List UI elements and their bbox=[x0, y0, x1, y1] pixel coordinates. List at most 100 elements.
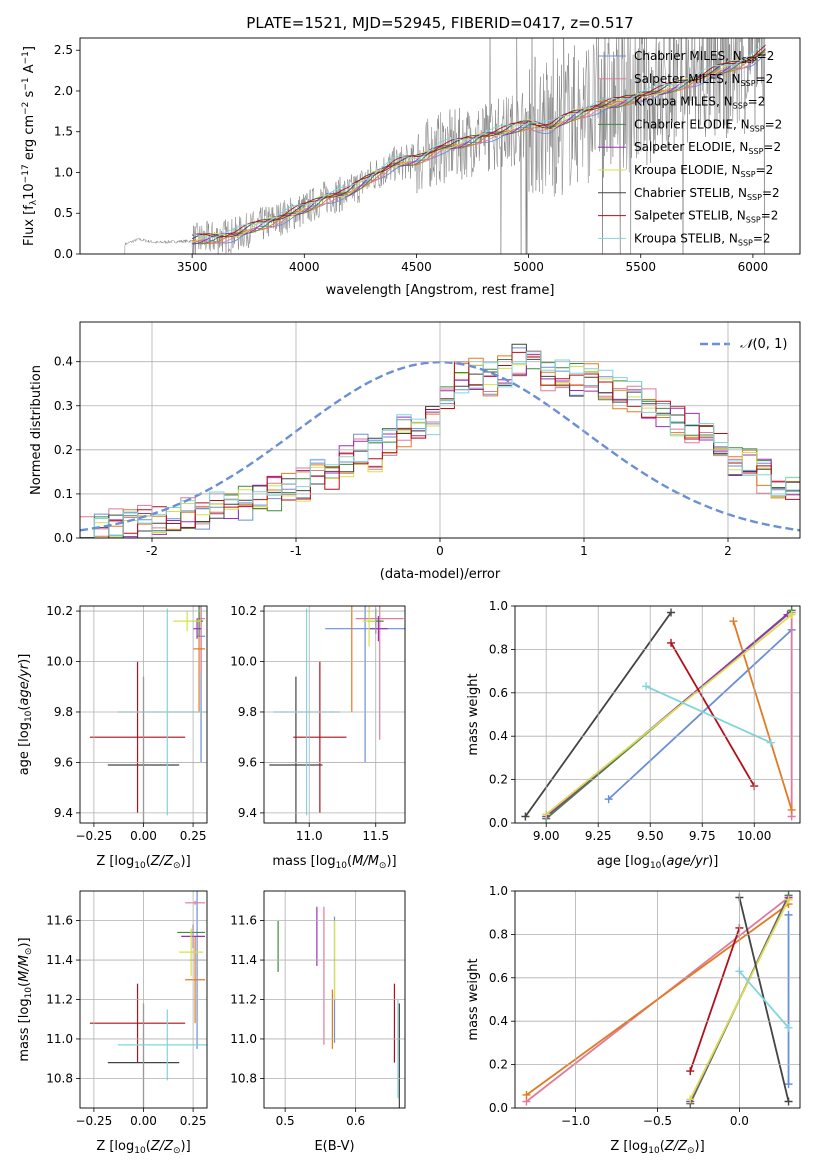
model-line-8 bbox=[192, 43, 766, 238]
model-line-7 bbox=[191, 44, 766, 238]
axes-mass-vs-Z: −0.25 0.00 0.25 10.8 11.0 11.2 11.4 11.6 bbox=[46, 891, 207, 1128]
x-tick-label: 0.00 bbox=[130, 829, 157, 843]
weight-point-cSTELIB bbox=[784, 1097, 793, 1106]
y-tick-label: 9.4 bbox=[238, 806, 257, 820]
y-tick-label: 10.8 bbox=[46, 1071, 73, 1085]
y-tick-label: 11.0 bbox=[46, 1032, 73, 1046]
weight-vs-age-chart: age [log10(age/yr)] mass weight bbox=[466, 606, 796, 871]
y-tick-label: 0.4 bbox=[489, 1014, 508, 1028]
y-tick-label: 1.0 bbox=[489, 884, 508, 898]
x-tick-label: 9.50 bbox=[637, 829, 664, 843]
age-vs-mass-chart: mass [log10(M/M⊙)] bbox=[269, 606, 405, 871]
x-tick-label: 5500 bbox=[625, 260, 656, 274]
weight-point-sSTELIB bbox=[667, 638, 676, 647]
x-tick-label: 11.5 bbox=[362, 829, 389, 843]
weight-point-kSTELIB bbox=[784, 1023, 793, 1032]
weight-point-cSTELIB bbox=[521, 812, 530, 821]
spectrum-ylabel: Flux [fλ10−17 erg cm−2 s−1 A−1] bbox=[21, 46, 39, 246]
y-tick-label: 0.0 bbox=[54, 531, 73, 545]
x-tick-label: 0 bbox=[436, 544, 444, 558]
legend-label: Chabrier ELODIE, NSSP=2 bbox=[634, 117, 782, 133]
model-line-5 bbox=[191, 52, 766, 244]
y-tick-label: 0.8 bbox=[489, 927, 508, 941]
y-tick-label: 11.4 bbox=[46, 953, 73, 967]
y-tick-label: 11.2 bbox=[46, 993, 73, 1007]
y-tick-label: 11.4 bbox=[230, 953, 257, 967]
y-tick-label: 0.0 bbox=[489, 1101, 508, 1115]
x-tick-label: -1 bbox=[290, 544, 302, 558]
weight-point-kELODIE bbox=[784, 895, 793, 904]
age-vs-mass-xlabel: mass [log10(M/M⊙)] bbox=[272, 854, 396, 871]
y-tick-label: 1.0 bbox=[489, 599, 508, 613]
y-tick-label: 10.0 bbox=[230, 655, 257, 669]
x-tick-label: 6000 bbox=[738, 260, 769, 274]
mass-vs-ebv-frame bbox=[263, 890, 406, 1109]
y-tick-label: 9.8 bbox=[54, 705, 73, 719]
y-tick-label: 0.5 bbox=[54, 206, 73, 220]
axes-age-vs-mass: 11.0 11.5 9.4 9.6 9.8 10.0 10.2 bbox=[230, 604, 405, 843]
weight-vs-Z-frame bbox=[514, 890, 801, 1109]
y-tick-label: 11.6 bbox=[46, 914, 73, 928]
legend-label: Salpeter MILES, NSSP=2 bbox=[634, 72, 773, 88]
y-tick-label: 0.2 bbox=[54, 443, 73, 457]
weight-point-kSTELIB bbox=[642, 682, 651, 691]
weight-point-kSTELIB bbox=[766, 738, 775, 747]
y-tick-label: 10.2 bbox=[230, 604, 257, 618]
legend-label: Kroupa MILES, NSSP=2 bbox=[634, 95, 765, 111]
weight-vs-Z-xlabel: Z [log10(Z/Z⊙)] bbox=[610, 1139, 704, 1156]
legend-label: Salpeter STELIB, NSSP=2 bbox=[634, 209, 778, 225]
weight-point-kMILES bbox=[522, 1090, 531, 1099]
x-tick-label: 1 bbox=[580, 544, 588, 558]
axes-age-vs-Z: −0.25 0.00 0.25 9.4 9.6 9.8 10.0 10.2 bbox=[46, 604, 207, 843]
weight-vs-age-frame bbox=[514, 605, 801, 824]
axes-weight-vs-Z: −1.0 −0.5 0.0 0.0 0.2 0.4 0.6 0.8 1.0 bbox=[489, 884, 800, 1128]
y-tick-label: 0.0 bbox=[54, 247, 73, 261]
x-tick-label: 11.0 bbox=[296, 829, 323, 843]
x-tick-label: 9.00 bbox=[533, 829, 560, 843]
legend-label: Salpeter ELODIE, NSSP=2 bbox=[634, 140, 781, 156]
axes-mass-vs-ebv: 0.5 0.6 10.8 11.0 11.2 11.4 11.6 bbox=[230, 891, 405, 1128]
weight-point-kMILES bbox=[787, 805, 796, 814]
y-tick-label: 11.0 bbox=[230, 1032, 257, 1046]
weight-line-kSTELIB bbox=[738, 970, 790, 1029]
histogram-xlabel: (data-model)/error bbox=[380, 567, 501, 582]
weight-point-sSTELIB bbox=[686, 1067, 695, 1076]
x-tick-label: 0.0 bbox=[730, 1114, 749, 1128]
y-tick-label: 9.4 bbox=[54, 806, 73, 820]
model-line-6 bbox=[191, 48, 766, 240]
weight-point-kMILES bbox=[729, 617, 738, 626]
y-tick-label: 2.0 bbox=[54, 84, 73, 98]
y-tick-label: 9.6 bbox=[238, 755, 257, 769]
histogram-frame bbox=[79, 321, 801, 539]
x-tick-label: 0.6 bbox=[346, 1114, 365, 1128]
weight-line-cMILES bbox=[608, 629, 793, 800]
mass-vs-Z-ylabel: mass [log10(M/M⊙)] bbox=[17, 937, 34, 1061]
legend-label: 𝒩(0, 1) bbox=[740, 337, 787, 352]
x-tick-label: −0.25 bbox=[76, 829, 113, 843]
legend-label: Chabrier STELIB, NSSP=2 bbox=[634, 186, 780, 202]
spectrum-frame bbox=[79, 37, 801, 255]
axes-spectrum: 3500 4000 4500 5000 5500 6000 0.0 0.5 1.0 1.5 2.0 2… bbox=[54, 43, 768, 274]
weight-line-kELODIE bbox=[545, 613, 793, 816]
y-tick-label: 0.0 bbox=[489, 816, 508, 830]
weight-point-cMILES bbox=[604, 795, 613, 804]
x-tick-label: 10.00 bbox=[737, 829, 771, 843]
weight-point-kELODIE bbox=[686, 1095, 695, 1104]
y-tick-label: 0.2 bbox=[489, 773, 508, 787]
x-tick-label: −0.5 bbox=[643, 1114, 672, 1128]
age-vs-Z-frame bbox=[79, 605, 208, 824]
y-tick-label: 10.0 bbox=[46, 655, 73, 669]
x-tick-label: 4000 bbox=[289, 260, 320, 274]
weight-point-kELODIE bbox=[787, 610, 796, 619]
y-tick-label: 0.4 bbox=[489, 729, 508, 743]
y-tick-label: 0.2 bbox=[489, 1058, 508, 1072]
histogram-chart: (data-model)/error Normed distribution 𝒩(0… bbox=[29, 337, 800, 582]
y-tick-label: 11.2 bbox=[230, 993, 257, 1007]
spectrum-xlabel: wavelength [Angstrom, rest frame] bbox=[326, 283, 555, 298]
x-tick-label: 9.25 bbox=[585, 829, 612, 843]
mass-vs-ebv-xlabel: E(B-V) bbox=[314, 1139, 354, 1154]
y-tick-label: 1.5 bbox=[54, 125, 73, 139]
age-vs-Z-ylabel: age [log10(age/yr)] bbox=[17, 654, 34, 776]
y-tick-label: 0.1 bbox=[54, 487, 73, 501]
weight-vs-Z-ylabel: mass weight bbox=[466, 958, 481, 1040]
